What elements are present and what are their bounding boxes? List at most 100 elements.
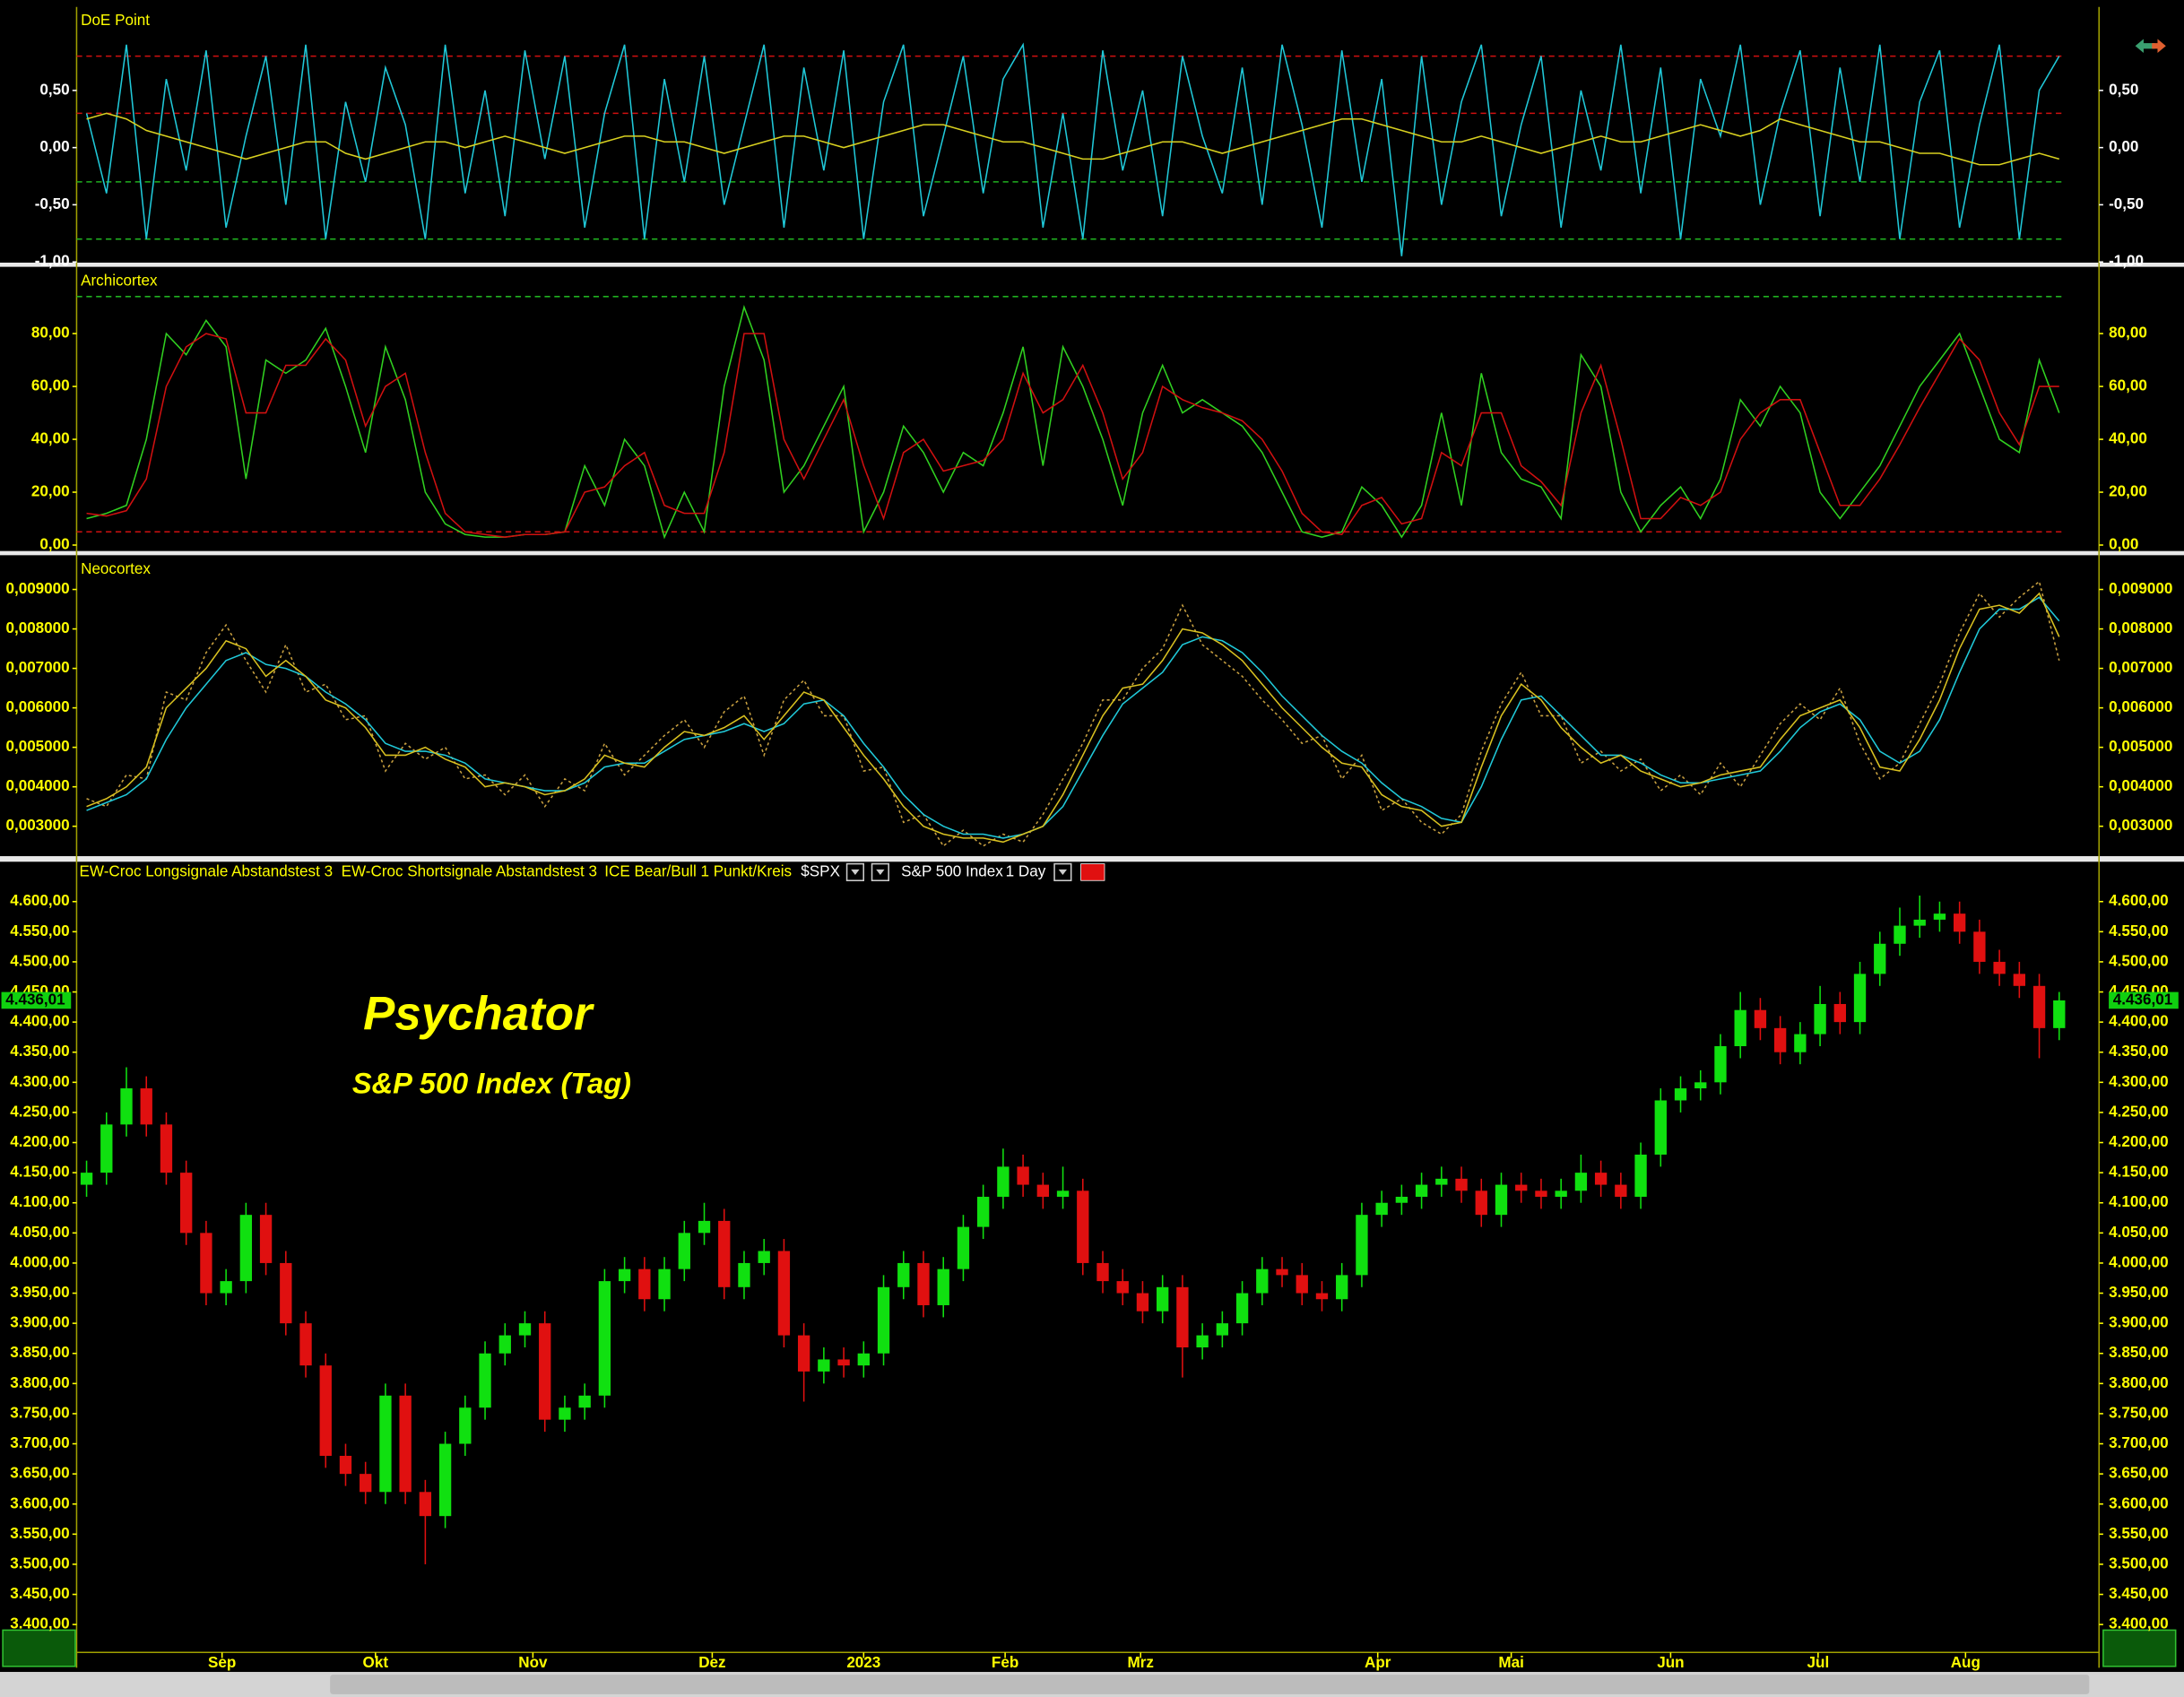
y-tick-label: 3.850,00: [10, 1344, 69, 1361]
candle-body: [1157, 1286, 1169, 1312]
candle-body: [1036, 1184, 1050, 1198]
y-tick-label: 0,006000: [2109, 698, 2172, 715]
left-status-box: [2, 1629, 76, 1667]
y-tick-label: 3.950,00: [2109, 1284, 2168, 1301]
y-tick-label: 3.550,00: [2109, 1525, 2168, 1542]
x-tick-label: Mrz: [1128, 1654, 1154, 1671]
y-tick-label: 4.600,00: [2109, 892, 2168, 909]
y-tick-label: 3.400,00: [2109, 1615, 2168, 1632]
y-tick-label: 3.900,00: [10, 1314, 69, 1331]
scrollbar-thumb[interactable]: [330, 1675, 2090, 1694]
candle-body: [180, 1173, 193, 1234]
candle-body: [618, 1268, 631, 1282]
candle-body: [379, 1395, 392, 1493]
candle-body: [1395, 1197, 1408, 1203]
y-tick-label: 0,005000: [5, 738, 69, 755]
x-tick-label: 2023: [846, 1654, 880, 1671]
candle-body: [2032, 985, 2046, 1028]
candle-body: [877, 1286, 890, 1354]
y-tick-label: 3.400,00: [10, 1615, 69, 1632]
candle-body: [360, 1474, 372, 1493]
y-tick-label: 0,00: [2109, 138, 2138, 155]
indicator-line: [86, 580, 2060, 847]
candle-body: [1814, 1003, 1826, 1035]
candle-body: [1794, 1034, 1807, 1052]
candle-body: [319, 1365, 332, 1456]
candle-body: [1296, 1275, 1308, 1294]
x-tick-label: Feb: [992, 1654, 1018, 1671]
nav-arrow-right[interactable]: [2152, 39, 2166, 54]
candle-body: [1933, 913, 1946, 920]
y-tick-label: 4.250,00: [10, 1103, 69, 1120]
dropdown-arrow: [1058, 869, 1068, 876]
instrument: S&P 500 Index: [901, 862, 1003, 879]
candle-body: [1356, 1215, 1368, 1276]
y-tick-label: 4.500,00: [10, 952, 69, 969]
candle-body: [1714, 1046, 1727, 1083]
candle-body: [797, 1335, 810, 1372]
candle-body: [678, 1233, 690, 1269]
candle-body: [638, 1268, 651, 1300]
candle-body: [419, 1492, 432, 1517]
candle-body: [1535, 1190, 1547, 1198]
y-tick-label: 4.000,00: [2109, 1253, 2168, 1270]
candle-body: [1495, 1184, 1508, 1216]
candle-body: [738, 1262, 750, 1287]
close-button[interactable]: [1080, 863, 1105, 881]
x-tick-label: Dez: [698, 1654, 725, 1671]
candle-body: [1734, 1009, 1746, 1047]
candle-body: [937, 1268, 949, 1305]
indicator-line: [85, 42, 2060, 256]
panel-title: Archicortex: [81, 272, 158, 289]
candle-body: [1336, 1275, 1348, 1300]
candle-body: [1196, 1335, 1209, 1348]
panel-separator: [0, 550, 2184, 556]
last-price-label: 4.436,01: [5, 991, 65, 1008]
candle-body: [2053, 1000, 2066, 1028]
y-tick-label: 0,009000: [2109, 580, 2172, 597]
y-tick-label: 3.500,00: [10, 1554, 69, 1571]
panel-separator: [0, 262, 2184, 267]
candle-body: [1694, 1082, 1707, 1089]
overlay-subtitle: S&P 500 Index (Tag): [352, 1066, 631, 1099]
candle-body: [1017, 1166, 1029, 1185]
y-tick-label: 3.500,00: [2109, 1554, 2168, 1571]
candle-body: [1674, 1088, 1687, 1101]
last-price-box: [2109, 991, 2179, 1009]
y-tick-label: 0,00: [39, 536, 69, 553]
indicator-line: [86, 592, 2060, 844]
y-tick-label: 4.000,00: [10, 1253, 69, 1270]
candle-body: [1874, 943, 1886, 974]
candle-body: [220, 1281, 232, 1294]
candle-body: [1754, 1009, 1767, 1028]
candle-body: [917, 1262, 930, 1305]
y-tick-label: 4.100,00: [10, 1193, 69, 1210]
y-tick-label: 3.450,00: [10, 1585, 69, 1602]
y-tick-label: -0,50: [2109, 195, 2144, 212]
x-tick-label: Nov: [518, 1654, 548, 1671]
candle-body: [539, 1323, 551, 1420]
y-tick-label: 4.350,00: [10, 1043, 69, 1060]
candle-body: [280, 1262, 292, 1324]
candle-body: [518, 1323, 532, 1336]
y-tick-label: -0,50: [35, 195, 70, 212]
y-tick-label: 0,007000: [2109, 659, 2172, 676]
y-tick-label: 3.750,00: [2109, 1404, 2168, 1421]
y-tick-label: 3.550,00: [10, 1525, 69, 1542]
y-tick-label: 4.500,00: [2109, 952, 2168, 969]
candle-body: [399, 1395, 412, 1493]
candle-body: [758, 1251, 770, 1263]
candle-body: [857, 1353, 870, 1366]
y-tick-label: 4.150,00: [2109, 1164, 2168, 1181]
y-tick-label: 4.300,00: [10, 1073, 69, 1090]
candle-body: [897, 1262, 910, 1287]
y-tick-label: 40,00: [31, 430, 70, 447]
candle-body: [1455, 1178, 1468, 1191]
y-tick-label: 3.450,00: [2109, 1585, 2168, 1602]
last-price-box: [1, 991, 72, 1009]
candle-body: [957, 1226, 970, 1269]
x-tick-label: Mai: [1498, 1654, 1523, 1671]
nav-arrow-left[interactable]: [2135, 39, 2155, 54]
y-tick-label: 80,00: [2109, 325, 2147, 342]
panel-separator: [0, 856, 2184, 862]
